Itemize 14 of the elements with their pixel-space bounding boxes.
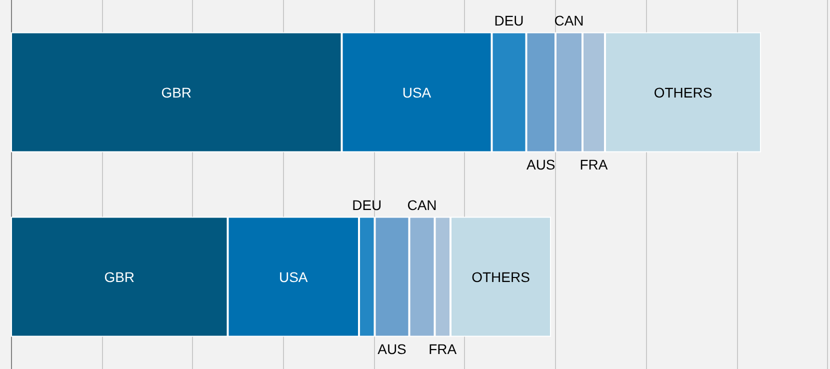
- text: OTHERS: [654, 84, 712, 100]
- series-label: DEU: [494, 12, 524, 28]
- text: DEU: [352, 196, 382, 213]
- text: CAN: [407, 196, 437, 213]
- text: FRA: [428, 340, 457, 357]
- series-label: AUS: [378, 340, 406, 357]
- series-label: CAN: [554, 12, 584, 28]
- text: GBR: [104, 268, 135, 285]
- series-label: FRA: [580, 156, 608, 172]
- text: AUS: [526, 156, 556, 172]
- series-label: OTHERS: [472, 268, 530, 285]
- series-label: GBR: [161, 84, 192, 100]
- text: USA: [402, 84, 432, 100]
- series-label: USA: [278, 268, 308, 285]
